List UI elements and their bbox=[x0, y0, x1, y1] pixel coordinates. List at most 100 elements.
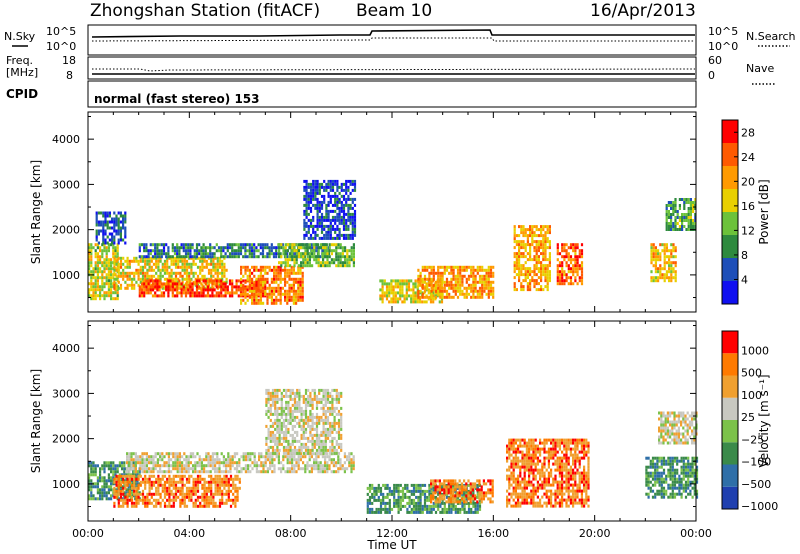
power-cell bbox=[667, 201, 670, 204]
power-cell bbox=[452, 286, 455, 290]
power-cell bbox=[195, 246, 199, 250]
velocity-cell bbox=[88, 494, 91, 498]
velocity-cell bbox=[185, 477, 189, 481]
velocity-cell bbox=[201, 495, 204, 499]
velocity-cell bbox=[238, 464, 241, 468]
power-cell bbox=[681, 219, 684, 222]
velocity-cell bbox=[234, 486, 237, 490]
power-cell bbox=[286, 258, 289, 262]
power-cell bbox=[461, 268, 464, 272]
power-cell bbox=[94, 291, 97, 295]
power-cell bbox=[146, 277, 149, 281]
power-cell bbox=[306, 249, 309, 253]
velocity-cell bbox=[300, 394, 303, 398]
velocity-cell bbox=[168, 474, 171, 478]
power-cell bbox=[452, 283, 455, 287]
power-cell bbox=[195, 282, 199, 286]
power-cell bbox=[661, 243, 664, 247]
power-cell bbox=[336, 197, 339, 201]
power-cell bbox=[255, 289, 258, 293]
power-cell bbox=[268, 249, 271, 253]
power-cell bbox=[183, 271, 186, 275]
power-cell bbox=[535, 225, 538, 229]
velocity-cell bbox=[201, 492, 204, 496]
power-cell bbox=[137, 277, 140, 281]
velocity-cell bbox=[271, 388, 275, 392]
power-cell bbox=[184, 243, 188, 247]
power-cell bbox=[115, 286, 118, 290]
velocity-cell bbox=[110, 485, 113, 489]
power-cell bbox=[537, 282, 540, 286]
power-cell bbox=[90, 246, 93, 250]
power-cell bbox=[478, 286, 482, 290]
power-cell bbox=[529, 273, 532, 277]
power-cell bbox=[187, 246, 190, 250]
velocity-cell bbox=[296, 421, 299, 425]
power-cell bbox=[96, 270, 99, 274]
velocity-cell bbox=[117, 483, 120, 487]
power-cell bbox=[309, 185, 313, 189]
power-cell bbox=[529, 279, 532, 283]
power-cell bbox=[206, 288, 210, 292]
power-cell bbox=[105, 282, 108, 286]
velocity-cell bbox=[267, 427, 270, 431]
power-cell bbox=[124, 229, 127, 233]
velocity-cell bbox=[150, 461, 153, 465]
power-cell bbox=[150, 274, 153, 278]
power-cell bbox=[438, 300, 441, 304]
power-cell bbox=[463, 265, 466, 269]
velocity-cell bbox=[247, 458, 250, 462]
velocity-cell bbox=[260, 470, 263, 474]
velocity-cell bbox=[328, 458, 331, 462]
power-cell bbox=[334, 221, 337, 225]
power-cell bbox=[141, 280, 145, 284]
power-colorbar-segment bbox=[722, 235, 738, 258]
power-cell bbox=[667, 222, 670, 225]
power-cell bbox=[189, 252, 192, 256]
power-cell bbox=[122, 217, 125, 221]
power-cell bbox=[303, 255, 306, 259]
velocity-cell bbox=[183, 470, 186, 474]
velocity-cell bbox=[298, 418, 301, 422]
power-cell bbox=[665, 219, 668, 222]
velocity-cell bbox=[88, 497, 91, 501]
power-cell bbox=[192, 271, 195, 275]
power-cell bbox=[187, 291, 190, 295]
velocity-cell bbox=[107, 491, 110, 495]
power-cell bbox=[576, 264, 579, 268]
velocity-cell bbox=[291, 442, 294, 446]
power-cell bbox=[204, 288, 207, 292]
power-cell bbox=[334, 218, 337, 222]
power-cell bbox=[531, 276, 534, 280]
power-cell bbox=[284, 283, 287, 287]
power-cell bbox=[270, 280, 273, 284]
power-cell bbox=[184, 249, 188, 253]
power-cell bbox=[149, 285, 152, 289]
velocity-cell bbox=[298, 406, 301, 410]
power-cell bbox=[161, 265, 164, 269]
velocity-cell bbox=[163, 464, 166, 468]
power-cell bbox=[170, 274, 173, 278]
power-cell bbox=[257, 274, 260, 278]
power-cell bbox=[329, 182, 332, 186]
power-cell bbox=[513, 285, 516, 289]
power-cell bbox=[202, 285, 205, 289]
velocity-cell bbox=[94, 482, 97, 486]
power-cell bbox=[312, 191, 315, 195]
power-cell bbox=[119, 259, 123, 263]
power-cell bbox=[537, 246, 540, 250]
power-cell bbox=[443, 283, 446, 287]
power-cell bbox=[345, 221, 348, 225]
velocity-cell bbox=[258, 452, 261, 456]
power-cell bbox=[574, 267, 577, 271]
velocity-cell bbox=[110, 461, 113, 465]
velocity-cell bbox=[161, 474, 164, 478]
power-cell bbox=[284, 292, 287, 296]
power-cell bbox=[179, 274, 182, 278]
velocity-cell bbox=[148, 489, 151, 493]
velocity-cell bbox=[96, 476, 99, 480]
power-cell bbox=[472, 271, 475, 275]
velocity-cell bbox=[167, 470, 170, 474]
velocity-cell bbox=[318, 415, 321, 419]
velocity-cell bbox=[329, 412, 332, 416]
